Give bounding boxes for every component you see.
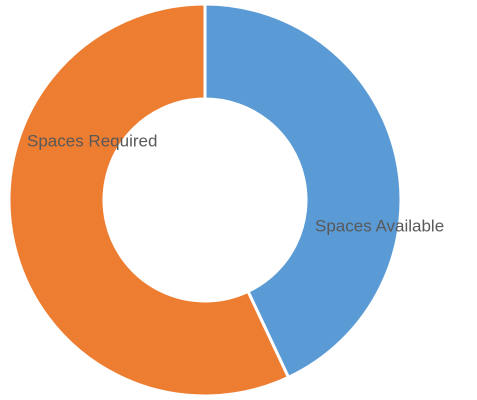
donut-slice xyxy=(203,2,403,380)
slice-label: Spaces Required xyxy=(27,131,157,150)
slice-label: Spaces Available xyxy=(315,216,444,235)
donut-slice xyxy=(7,2,291,398)
